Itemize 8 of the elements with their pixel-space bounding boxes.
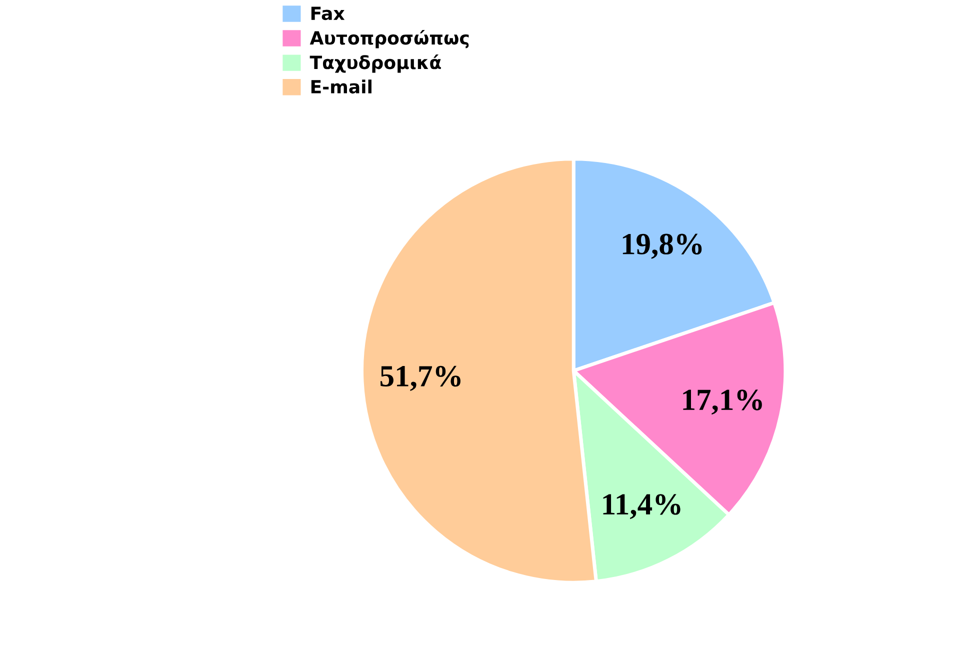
legend-label: Αυτοπροσώπως [310,30,469,48]
data-label: 19,8% [622,234,702,259]
legend-label: E-mail [311,80,372,94]
data-label: 17,1% [683,390,762,415]
data-label: 51,7% [380,366,460,391]
data-label: 11,4% [603,494,680,520]
legend-label: Ταχυδρομικά [310,54,441,73]
legend-label: Fax [311,6,345,20]
